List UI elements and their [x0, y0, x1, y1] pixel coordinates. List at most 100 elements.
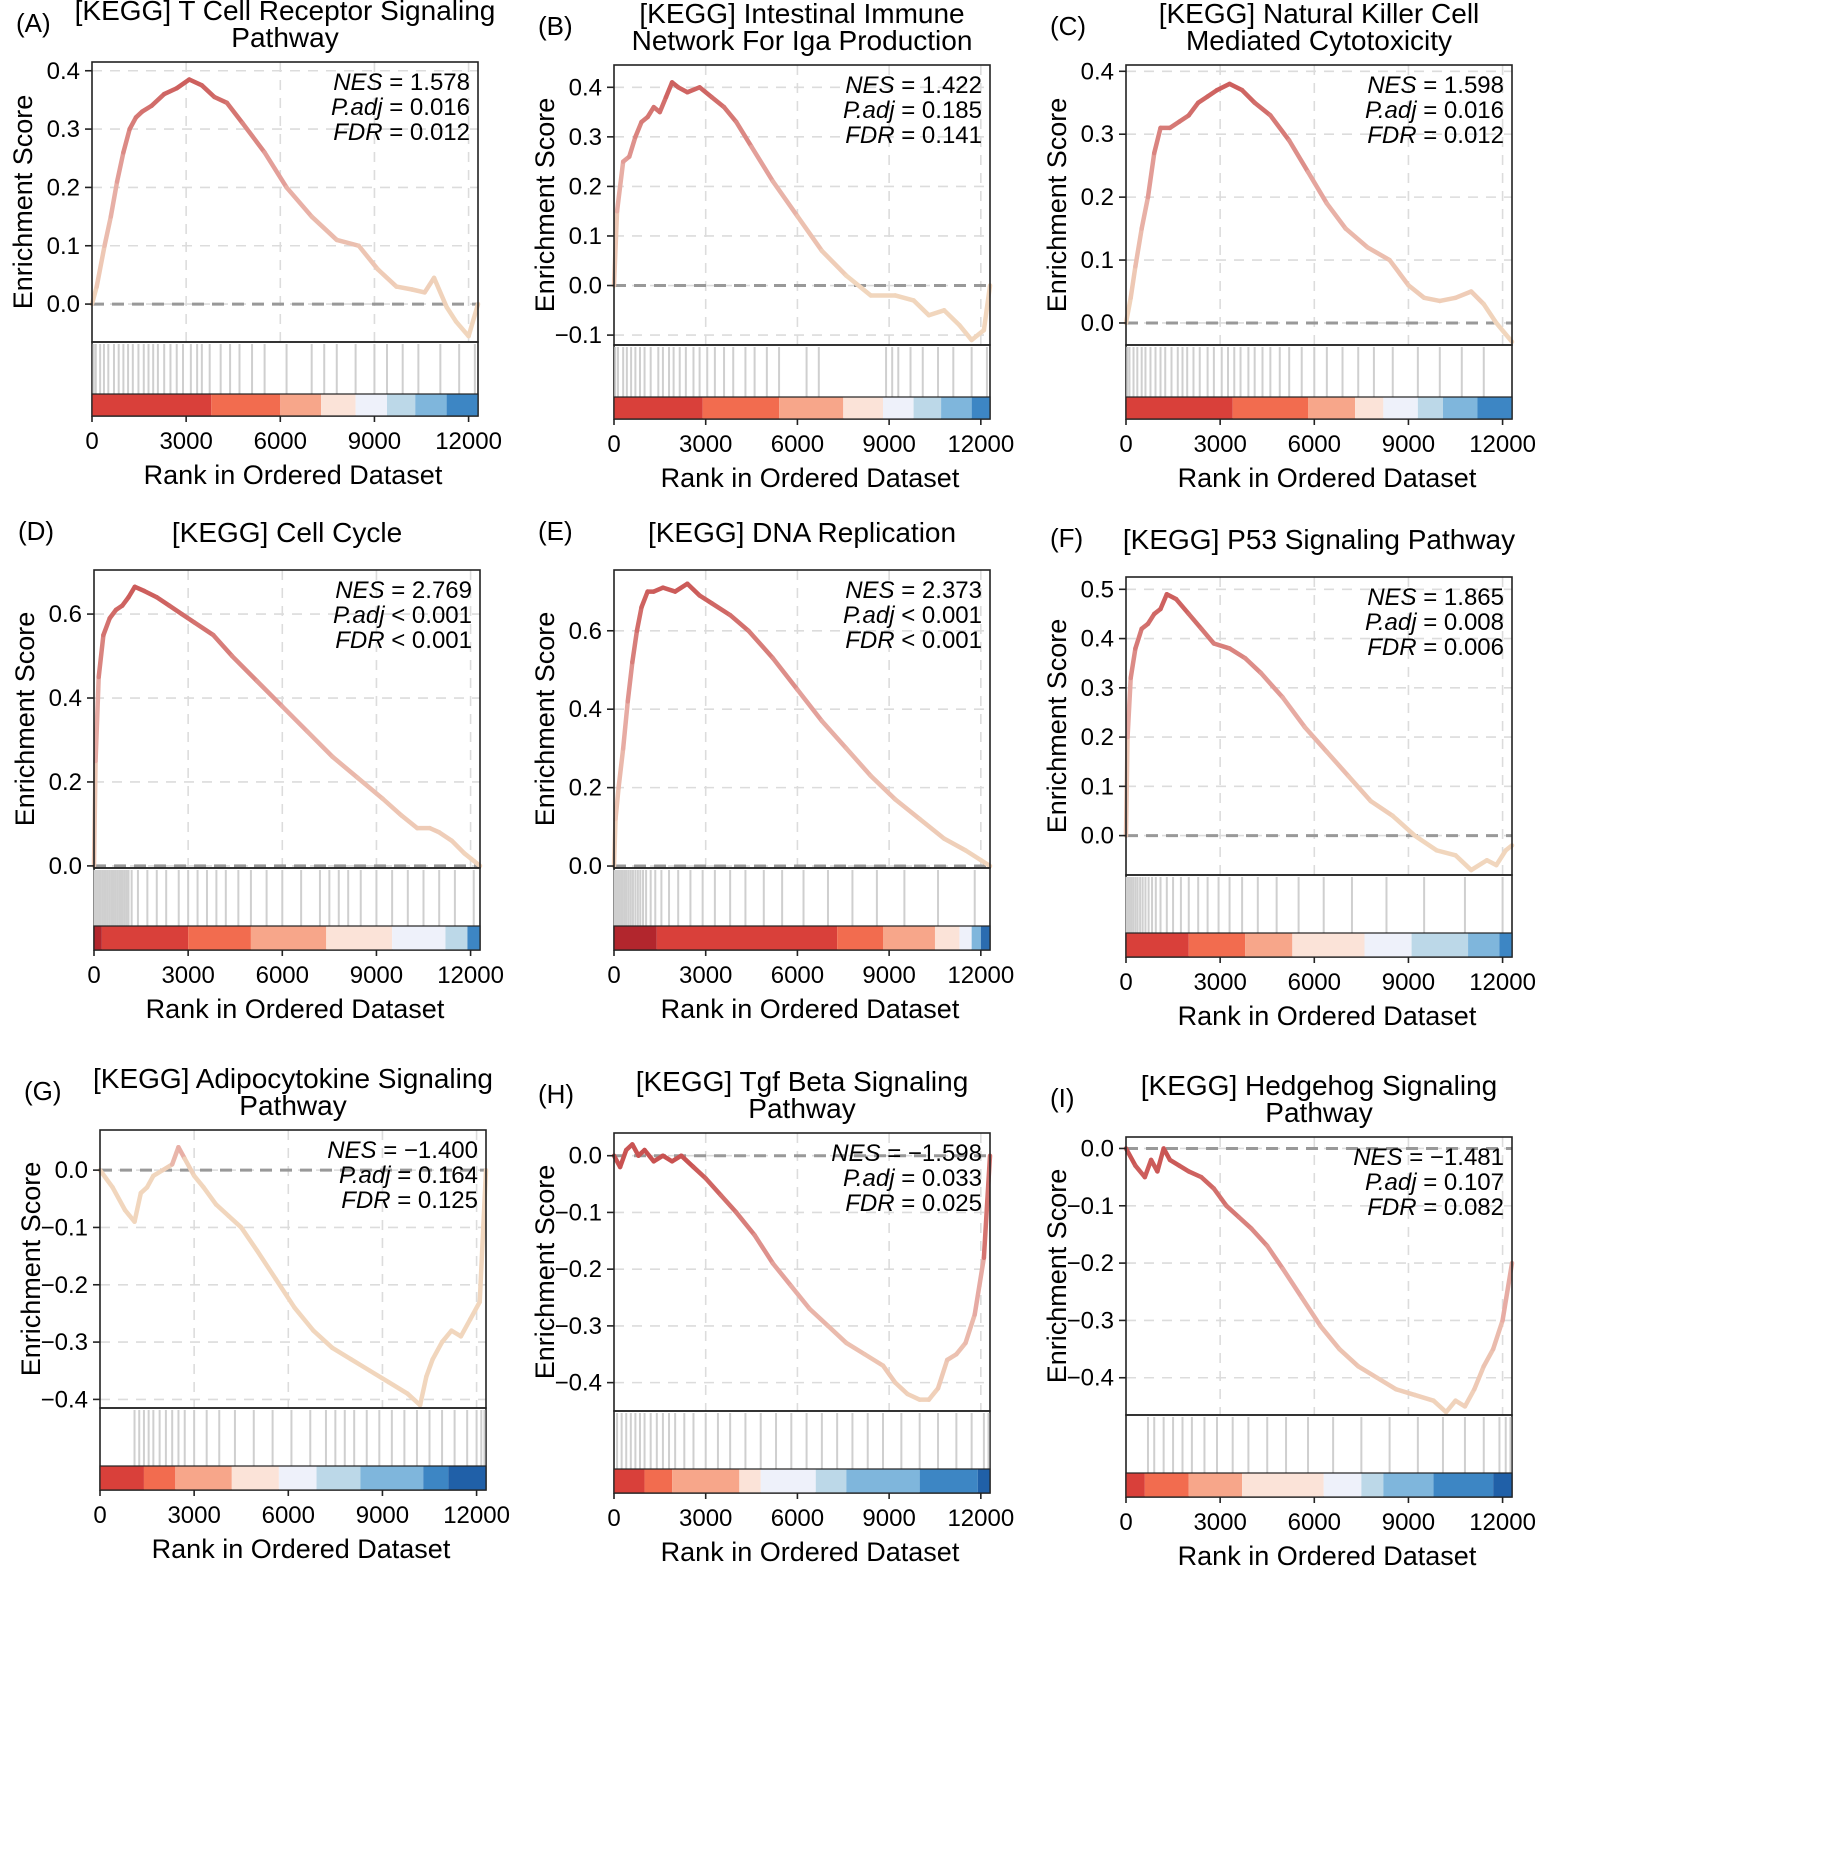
stat-fdr: FDR = 0.082 [1367, 1194, 1504, 1221]
rank-band [92, 394, 212, 416]
rank-band [779, 397, 844, 419]
x-axis-title: Rank in Ordered Dataset [152, 1534, 451, 1564]
band-frame [1125, 396, 1513, 420]
panel-f: (F) [KEGG] P53 Signaling Pathway 0.0 0.1 0.2… [1042, 523, 1536, 1031]
es-segment [1211, 641, 1232, 651]
rank-band [321, 394, 356, 416]
stat-nes: NES = 1.865 [1367, 584, 1504, 611]
es-segment [380, 796, 404, 818]
x-tick-label: 9000 [862, 962, 915, 989]
es-segment [280, 704, 310, 734]
es-segment [305, 729, 335, 760]
y-axis-title: Enrichment Score [1042, 98, 1072, 313]
es-segment [1387, 257, 1411, 288]
y-tick-label: 0.2 [569, 775, 602, 802]
chart-title: [KEGG] Natural Killer Cell [1159, 0, 1480, 29]
y-tick-label: 0.4 [1081, 626, 1114, 653]
es-segment [1302, 724, 1330, 755]
es-segment [356, 243, 380, 272]
es-segment [1199, 626, 1217, 646]
rank-band [1188, 933, 1246, 957]
es-segment [963, 848, 984, 863]
stat-nes: NES = −1.481 [1353, 1144, 1504, 1171]
x-axis-title: Rank in Ordered Dataset [661, 1537, 960, 1567]
y-tick-label: 0.0 [569, 273, 602, 300]
stat-value: = 1.865 [1417, 584, 1504, 611]
es-segment [179, 611, 197, 625]
es-segment [1227, 81, 1245, 93]
es-segment [436, 830, 455, 843]
rank-band [355, 394, 387, 416]
es-segment [1453, 289, 1474, 301]
rank-band [971, 926, 981, 950]
stat-value: = 0.141 [895, 122, 982, 149]
es-segment [1431, 1398, 1449, 1415]
stat-fdr: FDR < 0.001 [845, 627, 982, 654]
es-segment [1186, 100, 1201, 118]
es-segment [453, 319, 471, 339]
y-tick-label: −0.4 [1067, 1365, 1114, 1392]
rank-band [445, 926, 468, 950]
stat-padj: P.adj = 0.008 [1365, 609, 1504, 636]
es-segment [1305, 169, 1330, 206]
x-tick-label: 12000 [437, 962, 504, 989]
es-segment [1243, 656, 1264, 676]
es-segment [1355, 1364, 1380, 1380]
es-segment [431, 275, 449, 310]
es-segment [1343, 226, 1370, 250]
x-tick-label: 6000 [256, 962, 309, 989]
y-tick-label: −0.4 [555, 1370, 602, 1397]
es-segment [663, 80, 675, 100]
es-segment [1186, 611, 1204, 631]
es-segment [149, 91, 167, 108]
rank-band [614, 926, 657, 950]
y-tick-label: 0.1 [1081, 247, 1114, 274]
stat-padj: P.adj = 0.107 [1365, 1169, 1504, 1196]
es-segment [329, 1345, 354, 1362]
y-tick-label: −0.2 [41, 1272, 88, 1299]
stat-name: NES [335, 577, 384, 604]
chart-title: [KEGG] P53 Signaling Pathway [1123, 524, 1515, 555]
x-tick-label: 9000 [356, 1502, 409, 1529]
y-tick-label: −0.4 [41, 1386, 88, 1413]
stat-value: = 0.125 [391, 1187, 478, 1214]
rank-band [392, 926, 446, 950]
stat-value: = 1.598 [1417, 72, 1504, 99]
es-segment [1490, 1318, 1505, 1352]
panel-label: (D) [18, 516, 54, 546]
es-segment [226, 1213, 244, 1230]
es-segment [1214, 81, 1232, 93]
rank-band [672, 1469, 740, 1493]
es-segment [114, 150, 126, 184]
y-tick-label: 0.1 [47, 233, 80, 260]
es-segment [770, 1261, 794, 1289]
x-tick-label: 12000 [1469, 431, 1536, 458]
es-segment [93, 674, 101, 764]
es-segment [709, 94, 727, 110]
stat-fdr: FDR = 0.125 [341, 1187, 478, 1214]
es-segment [634, 605, 644, 634]
es-segment [444, 304, 459, 324]
stat-name: P.adj [1365, 609, 1417, 636]
panel-label: (B) [538, 11, 573, 41]
y-tick-label: −0.3 [41, 1329, 88, 1356]
rank-band [1383, 1473, 1434, 1497]
rank-band [1361, 1473, 1384, 1497]
stat-value: = 2.373 [895, 577, 982, 604]
stat-value: = 0.107 [1417, 1169, 1504, 1196]
x-tick-label: 6000 [1288, 969, 1341, 996]
es-segment [238, 1225, 260, 1253]
y-tick-label: −0.3 [1067, 1307, 1114, 1334]
es-segment [334, 237, 361, 248]
stat-nes: NES = 1.422 [845, 72, 982, 99]
es-segment [462, 851, 483, 869]
es-segment [972, 1255, 987, 1317]
y-tick-label: 0.6 [569, 618, 602, 645]
es-segment [1145, 150, 1157, 200]
y-tick-label: −0.3 [555, 1313, 602, 1340]
es-segment [1227, 646, 1248, 661]
rank-band [360, 1466, 424, 1490]
x-tick-label: 3000 [1193, 1509, 1246, 1536]
